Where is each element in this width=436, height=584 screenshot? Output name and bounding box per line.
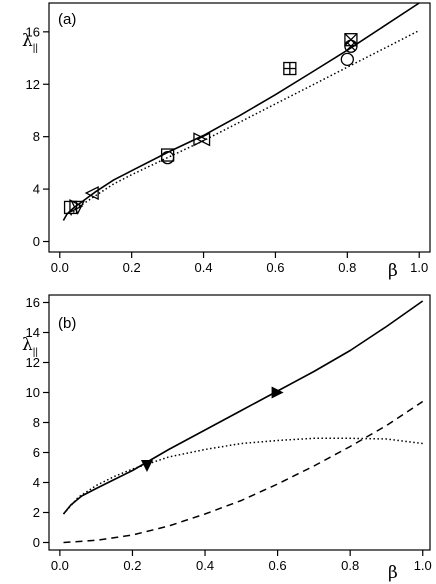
y-tick-label: 12 <box>26 355 40 370</box>
data-marker-triangle-left <box>84 185 99 201</box>
data-marker-triangle-down <box>70 200 85 215</box>
x-tick-label: 0.6 <box>266 260 284 275</box>
series-line-solid <box>62 300 424 515</box>
y-axis-label: λ|| <box>22 31 38 54</box>
x-tick-label: 0.8 <box>338 260 356 275</box>
data-marker-circle <box>340 52 354 67</box>
x-tick-label: 0.4 <box>195 260 213 275</box>
series-line-solid <box>62 2 420 221</box>
x-axis-label: β <box>388 261 398 281</box>
y-tick-label: 0 <box>33 535 40 550</box>
panel-a: 0.0 0.2 0.4 0.6 0.8 1.0 0 4 8 12 16 β λ|| (a) <box>22 2 431 281</box>
data-marker-circle <box>160 150 175 165</box>
y-tick-label: 4 <box>33 182 40 197</box>
x-axis-label: β <box>388 563 398 583</box>
plot-frame <box>48 2 431 253</box>
x-tick-label: 0.2 <box>123 260 141 275</box>
data-marker-square-x <box>344 33 358 47</box>
y-tick-label: 8 <box>33 129 40 144</box>
y-tick-label: 0 <box>33 234 40 249</box>
y-tick-label: 8 <box>33 415 40 430</box>
y-tick-label: 4 <box>33 475 40 490</box>
y-axis-label: λ|| <box>22 335 38 358</box>
panel-label: (a) <box>58 11 76 28</box>
panel-label: (b) <box>58 315 76 332</box>
panel-b: 0.0 0.2 0.4 0.6 0.8 1.0 0 2 4 6 8 10 12 14 16 β λ|| (b) <box>22 294 432 583</box>
x-tick-label: 0.8 <box>341 558 359 573</box>
data-marker-triangle-down <box>140 460 153 472</box>
x-tick-label: 0.0 <box>51 558 69 573</box>
plot-frame <box>48 294 431 551</box>
y-tick-label: 14 <box>26 325 40 340</box>
x-tick-label: 1.0 <box>410 260 428 275</box>
data-marker-triangle-right <box>271 386 284 399</box>
x-tick-label: 0.6 <box>269 558 287 573</box>
series-line-dashed <box>63 400 424 544</box>
x-tick-label: 0.2 <box>123 558 141 573</box>
data-marker-triangle-left <box>196 132 211 147</box>
x-tick-label: 1.0 <box>414 558 432 573</box>
y-tick-label: 10 <box>26 385 40 400</box>
y-tick-label: 16 <box>26 24 40 39</box>
y-tick-label: 16 <box>26 295 40 310</box>
x-tick-label: 0.4 <box>196 558 214 573</box>
y-tick-label: 2 <box>33 505 40 520</box>
series-line-dotted <box>62 437 423 515</box>
y-tick-label: 6 <box>33 445 40 460</box>
data-marker-square-plus <box>283 61 297 76</box>
y-tick-label: 12 <box>26 77 40 92</box>
series-line-dotted <box>70 29 420 216</box>
x-tick-label: 0.0 <box>51 260 69 275</box>
data-marker-triangle-right <box>193 132 208 147</box>
